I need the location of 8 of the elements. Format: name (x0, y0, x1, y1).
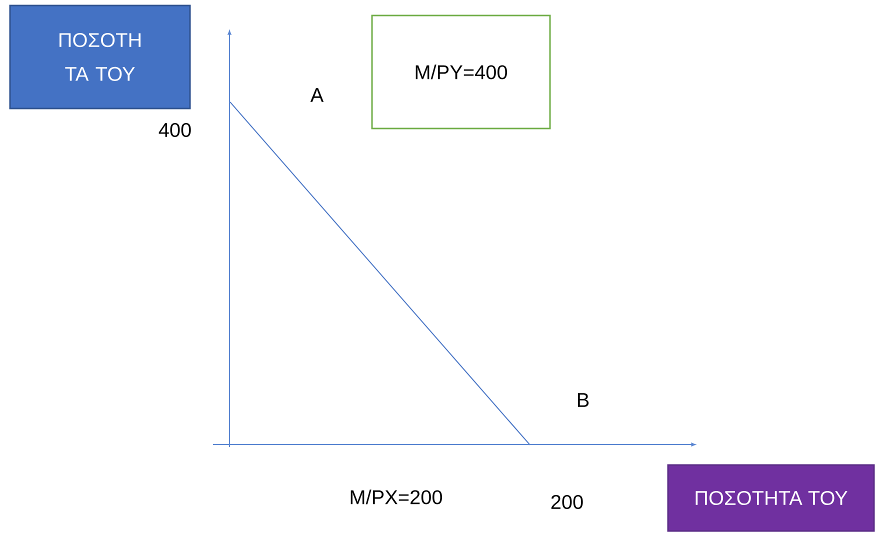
text: M/PX=200 (350, 490, 442, 504)
text: M/PY=400 (416, 64, 508, 80)
y-axis-title: ΠΟΣΟΤΗ ΤΑ ΤΟΥ (60, 33, 141, 81)
x-axis-title: ΠΟΣΟΤΗΤΑ ΤΟΥ (696, 490, 848, 506)
text: 400 (158, 122, 191, 138)
text: A (310, 88, 324, 102)
annotation: B (578, 393, 589, 407)
text: 200 (551, 494, 583, 510)
